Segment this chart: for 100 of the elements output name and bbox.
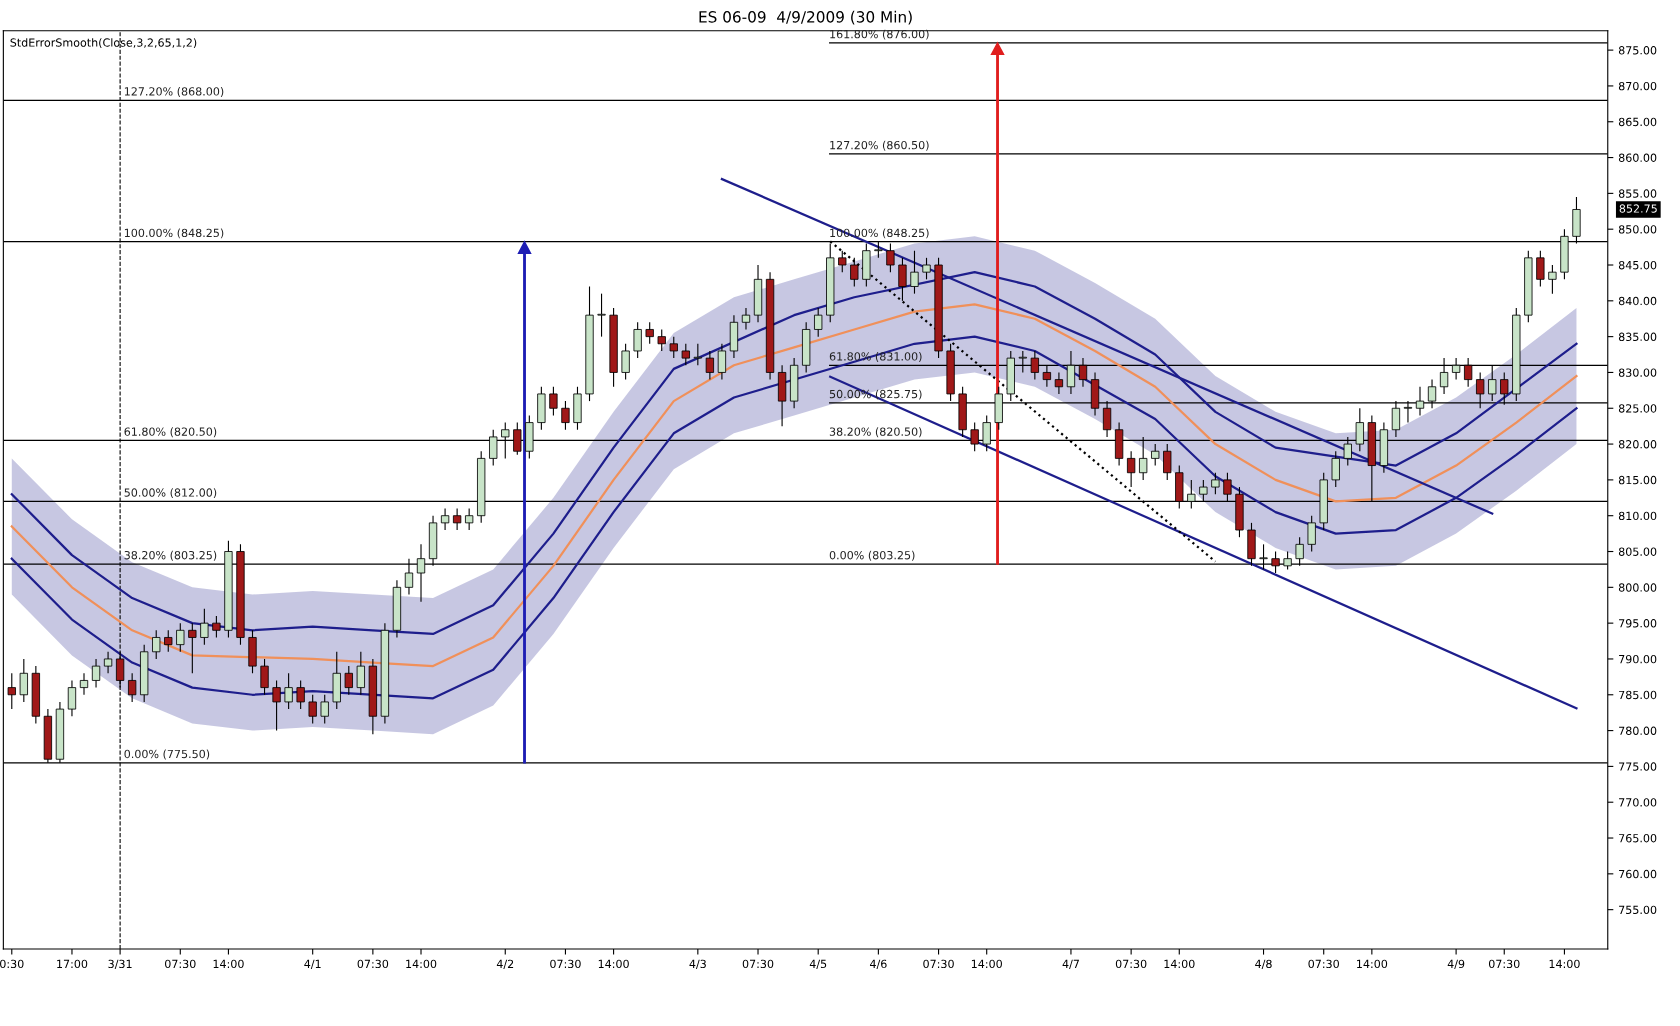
y-tick-label: 770.00 xyxy=(1619,798,1657,807)
y-tick-label: 810.00 xyxy=(1618,511,1657,521)
x-tick-label: 4/3 xyxy=(689,959,706,969)
candlestick xyxy=(922,257,931,280)
chart-title: ES 06-09 4/9/2009 (30 Min) xyxy=(699,10,912,25)
candlestick xyxy=(7,672,16,710)
x-tick-label: 07:30 xyxy=(1115,959,1147,969)
x-tick-label: 14:00 xyxy=(406,959,437,969)
ref-line-label: 50.00% (825.75) xyxy=(829,389,922,400)
y-tick-label: 840.00 xyxy=(1618,296,1657,306)
candlestick xyxy=(79,672,89,696)
x-tick-label: 4/9 xyxy=(1447,959,1465,969)
candlestick xyxy=(67,679,77,717)
x-tick-label: 14:00 xyxy=(971,959,1002,969)
x-tick-label: 14:00 xyxy=(213,959,244,969)
candlestick xyxy=(296,679,305,710)
x-tick-label: 4/1 xyxy=(304,959,321,969)
candlestick xyxy=(705,350,715,381)
candlestick xyxy=(440,507,450,531)
candlestick xyxy=(814,307,823,338)
y-tick-label: 855.00 xyxy=(1618,189,1657,198)
x-tick-label: 07:30 xyxy=(1488,959,1520,969)
y-tick-label: 835.00 xyxy=(1618,332,1657,342)
candlestick xyxy=(898,257,907,302)
candlestick xyxy=(1151,443,1160,467)
candlestick xyxy=(19,658,28,703)
y-tick-label: 830.00 xyxy=(1618,368,1657,377)
x-tick-label: 07:30 xyxy=(357,959,389,969)
candlestick xyxy=(1163,443,1172,481)
candlestick xyxy=(838,250,847,273)
x-tick-label: 07:30 xyxy=(923,959,954,969)
candlestick xyxy=(657,328,666,352)
candlestick xyxy=(127,672,137,703)
x-tick-label: 07:30 xyxy=(550,959,581,969)
candlestick xyxy=(452,507,462,531)
candlestick xyxy=(1307,515,1316,553)
x-tick-label: 14:00 xyxy=(598,959,629,969)
candlestick xyxy=(633,321,642,359)
x-tick-label: 07:30 xyxy=(165,959,196,969)
candlestick xyxy=(212,615,221,639)
y-tick-label: 765.00 xyxy=(1619,834,1657,843)
candlestick xyxy=(669,336,678,359)
candlestick xyxy=(103,651,113,674)
candlestick xyxy=(91,658,101,689)
y-tick-label: 795.00 xyxy=(1619,619,1657,628)
x-tick-label: 4/8 xyxy=(1255,959,1272,969)
y-tick-label: 815.00 xyxy=(1618,475,1657,485)
candlestick xyxy=(356,651,365,696)
ref-line-label: 100.00% (848.25) xyxy=(124,228,224,239)
y-tick-label: 755.00 xyxy=(1619,905,1657,915)
x-tick-label: 4/7 xyxy=(1062,959,1079,969)
candlestick xyxy=(284,672,293,710)
x-tick-label: 14:00 xyxy=(1164,959,1195,969)
y-tick-label: 825.00 xyxy=(1618,404,1657,413)
ref-line-label: 38.20% (803.25) xyxy=(124,550,217,561)
candlestick xyxy=(886,242,895,273)
ref-line-label: 161.80% (876.00) xyxy=(830,29,929,40)
x-tick-label: 17:00 xyxy=(57,959,88,969)
x-tick-label: 14:00 xyxy=(1357,959,1388,969)
x-tick-label: 4/5 xyxy=(809,959,827,969)
candlestick xyxy=(910,250,919,295)
candlestick xyxy=(741,307,751,331)
y-tick-label: 865.00 xyxy=(1618,117,1657,127)
candlestick xyxy=(850,257,859,288)
y-tick-label: 860.00 xyxy=(1618,153,1657,162)
text: 852.75 xyxy=(1619,204,1657,213)
y-tick-label: 790.00 xyxy=(1619,654,1657,664)
x-tick-label: 3/31 xyxy=(108,959,132,969)
candlestick xyxy=(152,629,161,660)
candlestick xyxy=(1126,450,1136,488)
x-tick-label: 07:30 xyxy=(742,959,774,969)
x-tick-label: 07:30 xyxy=(1308,959,1339,969)
y-tick-label: 875.00 xyxy=(1618,46,1657,55)
candlestick xyxy=(164,629,173,653)
ref-line-label: 127.20% (868.00) xyxy=(124,87,224,97)
candlestick xyxy=(1211,472,1220,495)
candlestick xyxy=(1548,264,1557,295)
annotation: StdErrorSmooth(Close,3,2,65,1,2) xyxy=(10,38,197,49)
candlestick xyxy=(1054,371,1064,395)
y-tick-label: 845.00 xyxy=(1618,260,1657,270)
y-tick-label: 780.00 xyxy=(1619,726,1657,735)
y-tick-label: 820.00 xyxy=(1618,440,1657,449)
candlestick xyxy=(188,622,197,674)
y-tick-label: 805.00 xyxy=(1618,547,1657,556)
x-tick-label: 4/2 xyxy=(496,959,514,969)
candlestick xyxy=(693,343,702,366)
candlestick xyxy=(465,507,474,531)
candlestick xyxy=(645,321,654,345)
candlestick xyxy=(1331,450,1340,488)
x-tick-label: 0:30 xyxy=(0,959,24,969)
y-tick-label: 870.00 xyxy=(1618,81,1657,91)
ref-line-label: 61.80% (820.50) xyxy=(124,427,217,438)
candlestick xyxy=(561,400,570,431)
candlestick xyxy=(549,386,558,416)
y-tick-label: 850.00 xyxy=(1618,225,1657,234)
candlestick xyxy=(681,343,690,366)
line-series xyxy=(10,303,1578,668)
candlestick xyxy=(1536,250,1545,288)
candlestick xyxy=(621,343,630,381)
candlestick xyxy=(176,622,185,653)
